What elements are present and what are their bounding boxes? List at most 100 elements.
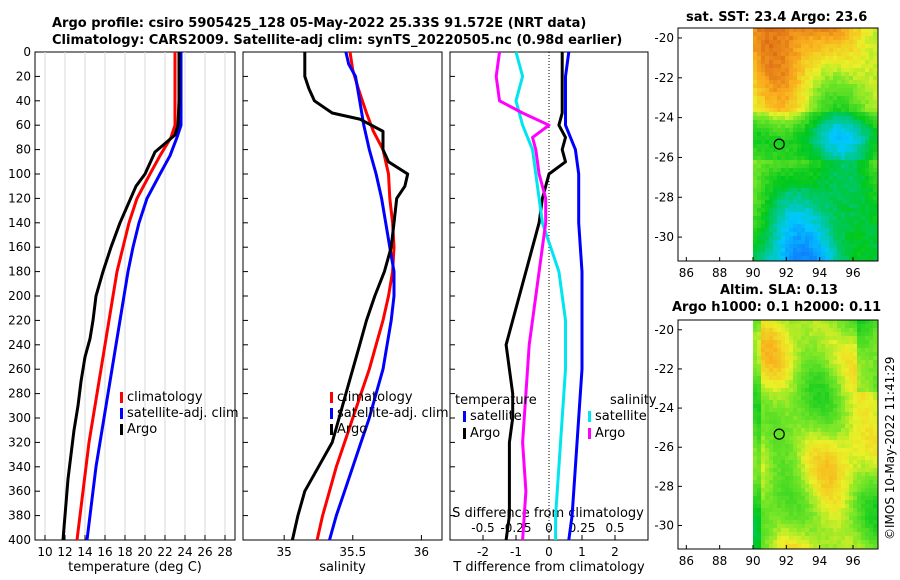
sla-map-cell xyxy=(757,512,761,516)
sst-map-cell xyxy=(865,44,869,48)
sla-map-cell xyxy=(769,476,773,480)
sst-map-cell xyxy=(761,72,765,76)
depth-ytick-label: 340 xyxy=(8,460,31,474)
sla-map-cell xyxy=(833,500,837,504)
sst-map-cell xyxy=(785,208,789,212)
sst-map-cell xyxy=(789,120,793,124)
sla-map-cell xyxy=(773,384,777,388)
sst-map-cell xyxy=(761,208,765,212)
sst-map-cell xyxy=(813,56,817,60)
sla-map-cell xyxy=(769,324,773,328)
sla-map-cell xyxy=(801,496,805,500)
sla-map-cell xyxy=(853,512,857,516)
sst-map-cell xyxy=(761,192,765,196)
sst-map-cell xyxy=(773,48,777,52)
sla-map-cell xyxy=(753,536,757,540)
sla-map-cell xyxy=(845,544,849,548)
sla-map-cell xyxy=(765,524,769,528)
sla-map-cell xyxy=(761,332,765,336)
sla-map-cell xyxy=(841,340,845,344)
sst-map-cell xyxy=(753,232,757,236)
sla-map-cell xyxy=(825,452,829,456)
sla-map-cell xyxy=(869,524,873,528)
sst-map-cell xyxy=(761,112,765,116)
sst-map-cell xyxy=(849,72,853,76)
sst-map-cell xyxy=(825,160,829,164)
sla-map-cell xyxy=(793,500,797,504)
sst-map-cell xyxy=(781,140,785,144)
sst-map-cell xyxy=(833,120,837,124)
sla-map-cell xyxy=(805,388,809,392)
sla-map-cell xyxy=(777,424,781,428)
sst-map-cell xyxy=(849,208,853,212)
sla-map-cell xyxy=(765,528,769,532)
sla-map-cell xyxy=(837,440,841,444)
sla-map-cell xyxy=(853,416,857,420)
sla-map-cell xyxy=(821,492,825,496)
sst-map-cell xyxy=(753,196,757,200)
sst-map-cell xyxy=(797,244,801,248)
sst-map-cell xyxy=(797,160,801,164)
sla-map-cell xyxy=(801,424,805,428)
sla-map-cell xyxy=(769,364,773,368)
sst-map-cell xyxy=(809,56,813,60)
sla-map-cell xyxy=(857,416,861,420)
sst-map-cell xyxy=(841,84,845,88)
sla-map-cell xyxy=(797,520,801,524)
sst-map-cell xyxy=(773,236,777,240)
sst-map-cell xyxy=(865,156,869,160)
sst-map-cell xyxy=(865,160,869,164)
sla-map-cell xyxy=(817,356,821,360)
sla-map-cell xyxy=(849,440,853,444)
sst-map-cell xyxy=(773,152,777,156)
sla-map-cell xyxy=(841,532,845,536)
sla-map-cell xyxy=(777,380,781,384)
sst-map-cell xyxy=(845,96,849,100)
sst-map-cell xyxy=(809,208,813,212)
sla-map-cell xyxy=(817,544,821,548)
sla-map-cell xyxy=(865,452,869,456)
sla-map-cell xyxy=(813,388,817,392)
sla-map-cell xyxy=(809,460,813,464)
sst-map-cell xyxy=(857,200,861,204)
sla-map-cell xyxy=(853,504,857,508)
sla-map-cell xyxy=(753,388,757,392)
sla-map-cell xyxy=(793,436,797,440)
sst-map-cell xyxy=(813,128,817,132)
sla-map-cell xyxy=(769,436,773,440)
sst-map-cell xyxy=(805,216,809,220)
sla-map-cell xyxy=(857,464,861,468)
sst-map-cell xyxy=(793,72,797,76)
sla-map-cell xyxy=(813,448,817,452)
sst-map-cell xyxy=(753,208,757,212)
sla-map-cell xyxy=(761,392,765,396)
sst-map-cell xyxy=(861,220,865,224)
sla-map-cell xyxy=(773,420,777,424)
sst-map-cell xyxy=(753,60,757,64)
difference-secondary-xtick-label: -0.25 xyxy=(500,521,531,535)
sst-map-cell xyxy=(781,248,785,252)
sla-map-cell xyxy=(825,500,829,504)
sst-map-cell xyxy=(829,96,833,100)
sla-map-cell xyxy=(757,408,761,412)
sst-map-cell xyxy=(753,44,757,48)
sla-map-cell xyxy=(829,512,833,516)
sst-map-cell xyxy=(865,236,869,240)
sst-map-cell xyxy=(785,240,789,244)
sla-map-cell xyxy=(801,536,805,540)
sla-map-cell xyxy=(829,392,833,396)
sst-map-cell xyxy=(781,188,785,192)
sst-map-cell xyxy=(793,176,797,180)
sla-map-cell xyxy=(829,428,833,432)
sla-map-cell xyxy=(813,508,817,512)
sst-map-cell xyxy=(861,108,865,112)
sla-map-cell xyxy=(849,380,853,384)
sst-map-cell xyxy=(833,104,837,108)
sla-map-cell xyxy=(777,420,781,424)
sst-map-cell xyxy=(845,228,849,232)
sla-map-cell xyxy=(777,404,781,408)
sst-map-cell xyxy=(813,184,817,188)
sst-map-cell xyxy=(837,204,841,208)
sla-map-cell xyxy=(845,336,849,340)
sla-map-cell xyxy=(761,444,765,448)
